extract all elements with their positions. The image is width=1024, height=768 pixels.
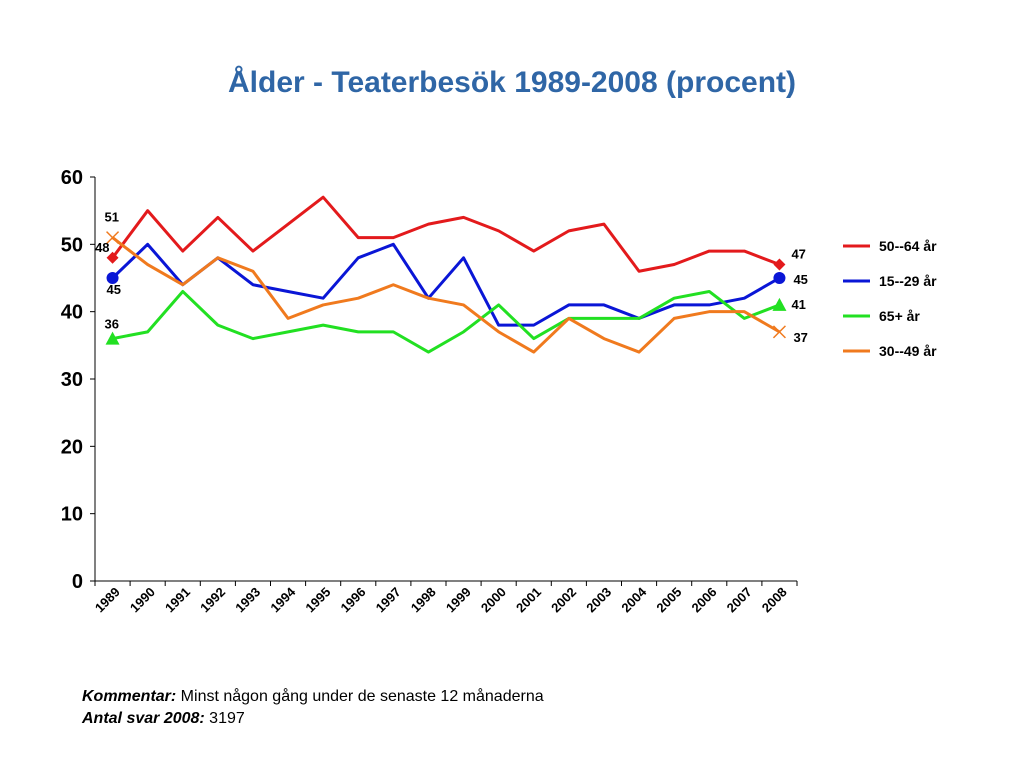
series-line: [111, 195, 780, 273]
marker-stroke: [772, 325, 786, 339]
series-markers: [105, 231, 787, 345]
x-tick-label: 1993: [232, 584, 263, 615]
point-labels: 48 47 45 45 36 41 51 37: [95, 210, 808, 345]
x-tick-label: 2008: [759, 584, 790, 615]
point-marker: [106, 231, 120, 245]
y-tick-label: 20: [61, 436, 83, 458]
legend-label: 50--64 år: [879, 238, 937, 254]
data-label-first: 48: [95, 240, 109, 255]
x-tick-label: 1989: [92, 584, 123, 615]
data-label-first: 51: [105, 210, 119, 225]
point-marker: [772, 325, 786, 339]
series-line: [112, 289, 780, 354]
series-lines: [111, 195, 781, 354]
x-tick-label: 1992: [197, 584, 228, 615]
legend: 50--64 år 15--29 år 65+ år 30--49 år: [843, 238, 937, 359]
answers-text: 3197: [204, 710, 245, 727]
x-tick-label: 1998: [408, 584, 439, 615]
x-tick-label: 1994: [267, 584, 299, 616]
data-label-last: 37: [793, 330, 807, 345]
y-tick-label: 0: [72, 571, 83, 593]
point-marker: [106, 272, 119, 284]
x-tick-label: 1990: [127, 584, 158, 615]
legend-label: 15--29 år: [879, 273, 937, 289]
data-label-first: 36: [105, 317, 119, 332]
x-tick-label: 1996: [338, 584, 369, 615]
point-marker: [106, 251, 119, 264]
x-tick-label: 2004: [618, 584, 650, 616]
point-marker: [105, 331, 120, 345]
point-marker: [773, 258, 786, 271]
y-tick-label: 50: [61, 234, 83, 256]
x-tick-label: 1995: [302, 584, 333, 615]
answers-line: Antal svar 2008: 3197: [82, 708, 544, 730]
marker-stroke: [106, 231, 120, 245]
x-tick-label: 2006: [689, 584, 720, 615]
x-tick-label: 2007: [724, 584, 755, 615]
answers-label: Antal svar 2008:: [82, 710, 205, 727]
x-tick-label: 2005: [653, 584, 684, 615]
chart-title: Ålder - Teaterbesök 1989-2008 (procent): [228, 66, 796, 99]
series-line: [111, 242, 781, 327]
x-tick-label: 2002: [548, 584, 579, 615]
comment-line: Kommentar: Minst någon gång under de sen…: [82, 686, 544, 708]
x-tick-label: 1991: [162, 584, 193, 615]
x-tick-label: 2003: [583, 584, 614, 615]
footer-notes: Kommentar: Minst någon gång under de sen…: [82, 686, 544, 730]
data-label-last: 45: [793, 272, 807, 287]
legend-label: 65+ år: [879, 308, 920, 324]
x-tick-label: 2000: [478, 584, 509, 615]
data-label-last: 41: [791, 297, 805, 312]
legend-label: 30--49 år: [879, 343, 937, 359]
x-tick-label: 1997: [373, 584, 404, 615]
series-line: [111, 236, 781, 354]
y-tick-label: 30: [61, 369, 83, 391]
y-tick-label: 40: [61, 302, 83, 324]
point-marker: [772, 297, 787, 311]
point-marker: [773, 272, 786, 284]
y-tick-label: 60: [61, 167, 83, 189]
comment-label: Kommentar:: [82, 688, 177, 705]
x-tick-label: 1999: [443, 584, 474, 615]
data-label-first: 45: [107, 282, 121, 297]
x-tick-label: 2001: [513, 584, 544, 615]
data-label-last: 47: [791, 247, 805, 262]
comment-text: Minst någon gång under de senaste 12 mån…: [176, 688, 544, 705]
y-tick-label: 10: [61, 504, 83, 526]
